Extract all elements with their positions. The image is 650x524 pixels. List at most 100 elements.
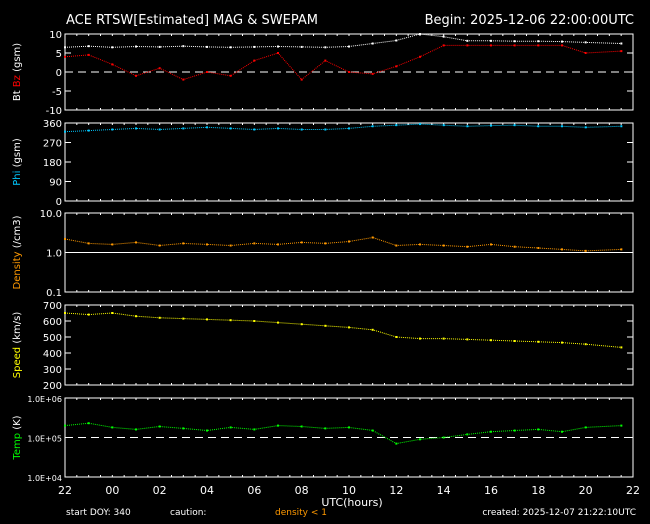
data-point-Bt bbox=[620, 42, 623, 45]
data-point-Temp bbox=[348, 426, 350, 429]
series-Bt-line bbox=[64, 33, 622, 48]
data-point-Speed bbox=[158, 316, 161, 319]
y-axis-label: Temp (K) bbox=[12, 415, 23, 460]
data-point-Bt bbox=[561, 40, 563, 43]
data-point-Speed bbox=[206, 318, 208, 321]
data-point-Temp bbox=[513, 429, 516, 432]
data-point-Bz bbox=[111, 63, 114, 66]
data-point-Speed bbox=[371, 328, 374, 331]
data-point-Phi bbox=[182, 127, 185, 130]
data-point-Density bbox=[419, 243, 421, 246]
data-point-Bz bbox=[371, 72, 374, 75]
data-point-Speed bbox=[111, 312, 114, 314]
data-point-Bz bbox=[442, 44, 445, 47]
data-point-Temp bbox=[490, 430, 492, 433]
data-point-Bt bbox=[442, 35, 445, 38]
panel-0: 10 5 0 -5 -10 Bt Bz (gsm) bbox=[12, 30, 634, 117]
data-point-Phi bbox=[111, 128, 114, 131]
data-point-Density bbox=[300, 241, 303, 244]
y-tick-label: 0.1 bbox=[46, 288, 62, 299]
data-point-Bt bbox=[206, 45, 208, 48]
y-tick-label: -10 bbox=[46, 106, 62, 117]
y-tick-label: 1.0E+04 bbox=[27, 474, 62, 483]
data-point-Bz bbox=[277, 52, 279, 54]
data-point-Temp bbox=[229, 426, 232, 429]
data-point-Phi bbox=[620, 125, 623, 128]
data-point-Bz bbox=[87, 53, 90, 56]
data-point-Phi bbox=[584, 126, 587, 129]
data-point-Speed bbox=[324, 324, 327, 327]
y-tick-label: 400 bbox=[43, 349, 62, 360]
data-point-Bt bbox=[111, 46, 114, 49]
data-point-Phi bbox=[229, 127, 232, 130]
panel-frame bbox=[64, 122, 634, 202]
data-point-Bt bbox=[300, 45, 303, 48]
data-point-Speed bbox=[442, 337, 445, 340]
data-point-Density bbox=[371, 236, 374, 239]
panel-1: 360 270 180 90 0 Phi (gsm) bbox=[12, 119, 634, 208]
y-axis-label: Phi (gsm) bbox=[12, 138, 23, 186]
series-Temp-line bbox=[64, 422, 622, 445]
data-point-Temp bbox=[537, 428, 540, 431]
y-tick-label: 1.0E+06 bbox=[27, 395, 62, 404]
data-point-Phi bbox=[490, 124, 492, 127]
data-point-Speed bbox=[513, 340, 516, 342]
data-point-Bz bbox=[324, 59, 327, 62]
series-Speed-line bbox=[64, 312, 622, 348]
data-point-Bz bbox=[466, 44, 469, 47]
data-point-Density bbox=[206, 243, 208, 246]
data-point-Temp bbox=[64, 424, 66, 427]
y-tick-label: 270 bbox=[43, 139, 62, 150]
data-point-Density bbox=[229, 244, 232, 247]
data-point-Density bbox=[348, 240, 350, 243]
series-Density-line bbox=[64, 236, 622, 252]
x-tick-label: 22 bbox=[58, 484, 72, 497]
data-point-Density bbox=[87, 242, 90, 245]
data-point-Temp bbox=[584, 426, 587, 429]
data-point-Speed bbox=[253, 320, 256, 322]
data-point-Density bbox=[584, 249, 587, 252]
data-point-Density bbox=[324, 242, 327, 245]
data-point-Speed bbox=[561, 341, 563, 344]
y-tick-label: 600 bbox=[43, 317, 62, 328]
caution-density: density < 1 bbox=[275, 508, 327, 518]
data-point-Bt bbox=[537, 40, 540, 43]
y-tick-label: 180 bbox=[43, 158, 62, 169]
data-point-Bt bbox=[490, 39, 492, 42]
data-point-Speed bbox=[229, 319, 232, 322]
data-point-Speed bbox=[620, 346, 623, 349]
data-point-Bz bbox=[348, 71, 350, 73]
data-point-Density bbox=[490, 243, 492, 246]
created-time: created: 2025-12-07 21:22:10UTC bbox=[482, 508, 636, 518]
begin-time: Begin: 2025-12-06 22:00:00UTC bbox=[425, 13, 634, 28]
data-point-Speed bbox=[348, 326, 350, 329]
data-point-Bz bbox=[253, 59, 256, 62]
y-tick-label: 200 bbox=[43, 381, 62, 392]
data-point-Density bbox=[111, 243, 114, 246]
data-point-Density bbox=[135, 241, 137, 244]
data-point-Bt bbox=[229, 46, 232, 49]
data-point-Phi bbox=[64, 130, 66, 133]
data-point-Phi bbox=[277, 127, 279, 130]
data-point-Speed bbox=[135, 315, 137, 318]
data-point-Phi bbox=[466, 125, 469, 128]
y-tick-label: 360 bbox=[43, 119, 62, 130]
data-point-Phi bbox=[300, 128, 303, 131]
data-point-Density bbox=[561, 248, 563, 251]
data-point-Temp bbox=[87, 422, 90, 425]
y-axis-label: Speed (km/s) bbox=[12, 312, 23, 379]
data-point-Phi bbox=[442, 124, 445, 127]
data-point-Phi bbox=[513, 124, 516, 127]
data-point-Bz bbox=[419, 55, 421, 58]
data-point-Phi bbox=[561, 125, 563, 128]
data-point-Bt bbox=[135, 45, 137, 48]
data-point-Speed bbox=[395, 336, 398, 338]
data-point-Bt bbox=[419, 33, 421, 35]
data-point-Temp bbox=[135, 428, 137, 431]
data-point-Bt bbox=[513, 40, 516, 43]
data-point-Phi bbox=[537, 125, 540, 128]
data-point-Temp bbox=[206, 429, 208, 432]
data-point-Bz bbox=[561, 44, 563, 47]
y-tick-label: 300 bbox=[43, 365, 62, 376]
